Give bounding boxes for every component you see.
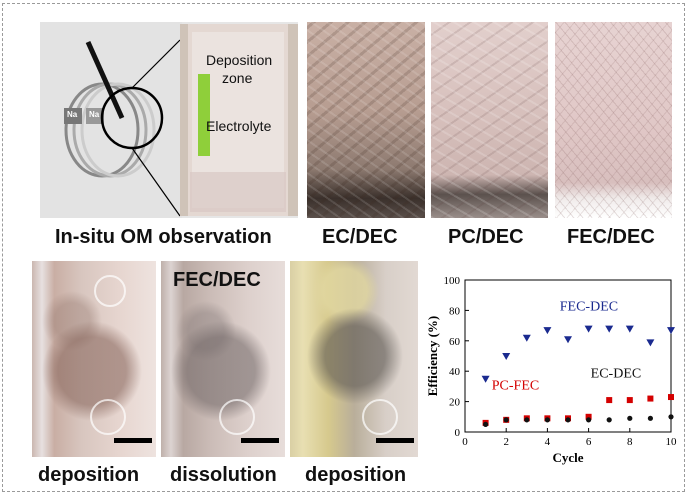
y-tick-label: 20	[449, 397, 461, 409]
x-tick-label: 2	[503, 436, 509, 448]
fec-dec-point	[584, 325, 593, 333]
pc-dec-micrograph	[431, 22, 548, 218]
fec-dec-point	[646, 339, 655, 347]
dissolution-micrograph: FEC/DEC	[161, 261, 285, 457]
na-left-label: Na	[67, 110, 78, 119]
pc-fec-point	[606, 397, 613, 404]
fec-dec-micrograph	[555, 22, 672, 218]
deposition-label-2: deposition	[305, 464, 407, 486]
ec-dec-micrograph	[307, 22, 425, 218]
na-right-label: Na	[89, 110, 100, 119]
ec-dec-point	[503, 417, 509, 423]
fec-dec-point	[543, 327, 552, 335]
x-tick-label: 10	[666, 436, 678, 448]
fec-dec-point	[481, 375, 490, 383]
cell-schematic	[40, 22, 298, 218]
ec-dec-point	[627, 415, 633, 421]
pc-fec-point	[668, 394, 674, 401]
y-tick-label: 100	[444, 275, 461, 287]
fec-dec-point	[564, 336, 572, 344]
electrolyte-label: Electrolyte	[206, 118, 272, 134]
pc-fec-point	[626, 397, 633, 404]
ec-dec-point	[606, 417, 612, 423]
scale-bar	[241, 438, 279, 443]
insitu-om-label: In-situ OM observation	[55, 226, 272, 248]
fec-dec-point	[625, 325, 634, 333]
fec-dec-point	[605, 325, 614, 333]
ec-dec-point	[647, 415, 653, 421]
fec-dec-point	[522, 334, 531, 342]
series-label-ec-dec: EC-DEC	[591, 366, 642, 381]
pc-fec-point	[585, 413, 592, 420]
ec-dec-point	[586, 417, 592, 423]
deposition-label-1: deposition	[38, 464, 140, 486]
plot-frame	[464, 279, 672, 433]
figure-frame	[2, 3, 685, 492]
pc-dec-label: PC/DEC	[448, 226, 524, 248]
fec-dec-label: FEC/DEC	[567, 226, 655, 248]
x-tick-label: 8	[627, 436, 633, 448]
ec-dec-point	[668, 414, 674, 420]
fec-dec-point	[667, 327, 675, 335]
fec-dec-overlay-label: FEC/DEC	[173, 269, 261, 291]
deposition-zone-marker	[198, 74, 210, 156]
y-tick-label: 60	[449, 336, 461, 348]
scale-bar	[376, 438, 414, 443]
deposition-label-line2: zone	[222, 70, 253, 86]
dissolution-label: dissolution	[170, 464, 277, 486]
schematic-text-layer: Na Na Deposition zone Electrolyte	[40, 22, 298, 218]
pc-fec-point	[647, 395, 654, 402]
deposition-label-line1: Deposition	[206, 52, 273, 68]
ec-dec-point	[483, 421, 489, 427]
y-tick-label: 0	[455, 427, 461, 439]
ec-dec-point	[524, 417, 530, 423]
series-label-pc-fec: PC-FEC	[492, 378, 539, 393]
deposition-micrograph-2	[290, 261, 418, 457]
x-tick-label: 6	[586, 436, 592, 448]
x-tick-label: 4	[545, 436, 551, 448]
series-label-fec-dec: FEC-DEC	[560, 299, 618, 314]
ec-dec-point	[544, 417, 550, 423]
schematic-panel	[40, 22, 298, 218]
y-tick-label: 40	[449, 366, 461, 378]
deposition-micrograph-1	[32, 261, 156, 457]
x-axis-label: Cycle	[552, 450, 583, 465]
y-axis-label: Efficiency (%)	[425, 316, 440, 397]
y-tick-label: 80	[449, 305, 461, 317]
ec-dec-label: EC/DEC	[322, 226, 398, 248]
x-tick-label: 0	[462, 436, 468, 448]
fec-dec-point	[502, 353, 511, 360]
scale-bar	[114, 438, 152, 443]
ec-dec-point	[565, 417, 571, 423]
